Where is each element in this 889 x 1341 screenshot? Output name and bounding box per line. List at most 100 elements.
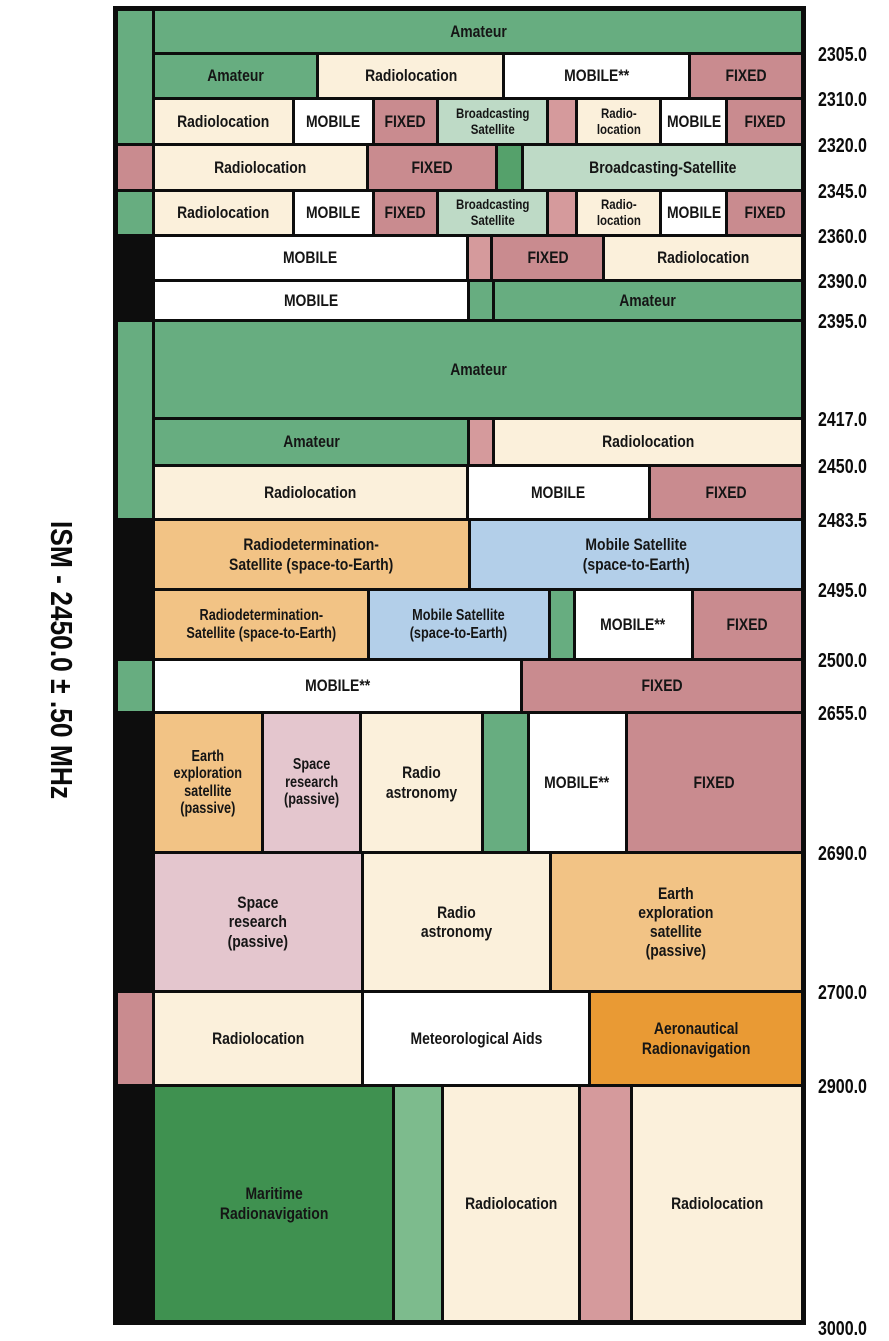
allocation-label: Amateur — [619, 290, 677, 310]
allocation-block: Radiolocation — [443, 1087, 579, 1320]
allocation-block: FIXED — [728, 100, 801, 143]
frequency-tick-label: 2700.0 — [818, 982, 867, 1004]
band-row: MOBILE Amateur — [155, 282, 801, 319]
allocation-block: Radiolocation — [605, 237, 801, 279]
allocation-label: Earth exploration satellite (passive) — [173, 747, 243, 817]
allocation-label: MOBILE** — [564, 66, 630, 86]
allocation-label: Radio astronomy — [420, 902, 492, 941]
allocation-block: Meteorological Aids — [363, 993, 589, 1084]
allocation-label: Radiolocation — [177, 111, 270, 131]
band-row: Radiolocation MOBILE FIXED Broadcasting Sat… — [155, 100, 801, 143]
edge-strip-green — [118, 322, 152, 518]
allocation-block: Radiolocation — [155, 192, 292, 234]
allocation-label: FIXED — [705, 482, 747, 502]
allocation-block: Mobile Satellite (space-to-Earth) — [470, 521, 801, 588]
allocation-block: Broadcasting-Satellite — [524, 146, 801, 189]
frequency-tick-label: 2360.0 — [818, 226, 867, 248]
allocation-block: Amateur — [155, 322, 801, 417]
allocation-label: Radiolocation — [464, 1193, 558, 1213]
allocation-label: FIXED — [411, 157, 453, 177]
allocation-label: Space research (passive) — [283, 756, 339, 809]
allocation-label: FIXED — [641, 676, 683, 696]
allocation-label: MOBILE** — [305, 676, 371, 696]
allocation-spacer — [549, 100, 575, 143]
allocation-label: Radiolocation — [601, 432, 695, 452]
allocation-block: Amateur — [494, 282, 801, 319]
band-row: Amateur — [155, 11, 801, 52]
allocation-block: MOBILE** — [505, 55, 689, 97]
allocation-block: Radiodetermination- Satellite (space-to-… — [155, 521, 468, 588]
band-row: Radiolocation Meteorological Aids Aeronaut… — [155, 993, 801, 1084]
allocation-block: Radio- location — [577, 100, 660, 143]
allocation-block: Radio astronomy — [361, 714, 482, 851]
allocation-block: Radiolocation — [155, 467, 467, 518]
allocation-block: FIXED — [523, 661, 801, 711]
allocation-block: Maritime Radionavigation — [155, 1087, 393, 1320]
band-row: MOBILE FIXED Radiolocation — [155, 237, 801, 279]
allocation-spacer — [468, 237, 491, 279]
frequency-tick-label: 2450.0 — [818, 456, 867, 478]
frequency-tick-label: 2417.0 — [818, 409, 867, 431]
allocation-label: Broadcasting-Satellite — [588, 157, 737, 177]
band-row: Radiolocation MOBILE FIXED Broadcasting Sat… — [155, 192, 801, 234]
allocation-block: FIXED — [374, 192, 436, 234]
allocation-block: FIXED — [493, 237, 603, 279]
allocation-block: MOBILE — [294, 100, 372, 143]
frequency-tick-label: 2395.0 — [818, 311, 867, 333]
allocation-block: FIXED — [374, 100, 436, 143]
band-row: Radiodetermination- Satellite (space-to-… — [155, 591, 801, 658]
allocation-block: Amateur — [155, 11, 801, 52]
allocation-label: Radio- location — [596, 196, 641, 228]
allocation-label: Mobile Satellite (space-to-Earth) — [410, 607, 508, 642]
allocation-block: Mobile Satellite (space-to-Earth) — [369, 591, 548, 658]
allocation-label: Aeronautical Radionavigation — [641, 1019, 751, 1058]
allocation-label: FIXED — [693, 772, 735, 792]
allocation-block: Broadcasting Satellite — [438, 192, 547, 234]
allocation-block: Aeronautical Radionavigation — [591, 993, 801, 1084]
allocation-block: Amateur — [155, 420, 468, 464]
allocation-label: MOBILE — [283, 290, 339, 310]
ism-band-axis-label: ISM - 2450.0 ± .50 MHz — [44, 520, 79, 800]
allocation-spacer — [395, 1087, 441, 1320]
allocation-label: Radiolocation — [364, 66, 457, 86]
allocation-block: Space research (passive) — [155, 854, 361, 990]
allocation-label: FIXED — [527, 248, 569, 268]
allocation-label: Radiolocation — [214, 157, 307, 177]
edge-strip-black — [118, 1087, 152, 1320]
allocation-block: MOBILE — [662, 192, 726, 234]
allocation-label: Radiolocation — [211, 1028, 304, 1048]
allocation-block: MOBILE — [662, 100, 726, 143]
allocation-label: FIXED — [384, 203, 426, 223]
spectrum-chart: Amateur Amateur Radiolocation MOBILE** FIXED… — [113, 6, 806, 1325]
allocation-label: Meteorological Aids — [410, 1028, 542, 1048]
allocation-label: MOBILE — [666, 111, 721, 131]
allocation-spacer — [470, 420, 492, 464]
allocation-block: Space research (passive) — [263, 714, 359, 851]
frequency-tick-label: 2655.0 — [818, 703, 867, 725]
frequency-tick-label: 2320.0 — [818, 135, 867, 157]
band-row: Earth exploration satellite (passive) Spa… — [155, 714, 801, 851]
allocation-label: Radiolocation — [656, 248, 750, 268]
edge-strip-pink — [118, 993, 152, 1084]
frequency-tick-label: 2500.0 — [818, 650, 867, 672]
allocation-block: MOBILE — [294, 192, 372, 234]
allocation-label: Radiodetermination- Satellite (space-to-… — [185, 607, 336, 642]
band-row: Radiodetermination- Satellite (space-to-… — [155, 521, 801, 588]
edge-strip-pink — [118, 146, 152, 189]
allocation-block: FIXED — [368, 146, 496, 189]
allocation-label: Radiodetermination- Satellite (space-to-… — [229, 535, 394, 574]
allocation-spacer — [581, 1087, 630, 1320]
allocation-label: Amateur — [207, 66, 264, 86]
allocation-label: MOBILE — [306, 203, 361, 223]
allocation-label: Amateur — [449, 21, 507, 41]
allocation-block: FIXED — [650, 467, 801, 518]
edge-strip-black — [118, 714, 152, 990]
edge-strip-green — [118, 11, 152, 143]
frequency-tick-label: 3000.0 — [818, 1318, 867, 1340]
frequency-tick-label: 2690.0 — [818, 843, 867, 865]
allocation-block: FIXED — [627, 714, 801, 851]
edge-strip-black — [118, 237, 152, 319]
allocation-label: MOBILE** — [600, 614, 666, 634]
allocation-spacer — [550, 591, 573, 658]
